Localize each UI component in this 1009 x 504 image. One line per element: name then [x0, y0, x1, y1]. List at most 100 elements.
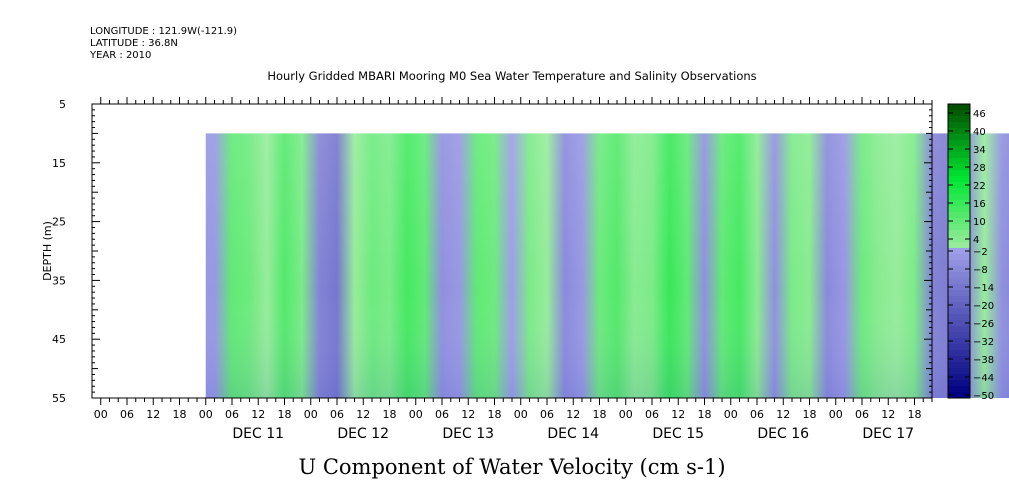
- x-hour-label: 18: [173, 408, 187, 421]
- x-hour-label: 00: [199, 408, 213, 421]
- x-hour-label: 12: [146, 408, 160, 421]
- x-hour-label: 12: [881, 408, 895, 421]
- x-day-label: DEC 17: [862, 426, 914, 442]
- colorbar-swatch: [948, 146, 970, 153]
- colorbar-swatch: [948, 254, 970, 261]
- colorbar-swatch: [948, 290, 970, 297]
- colorbar-swatch: [948, 230, 970, 237]
- colorbar-swatch: [948, 104, 970, 111]
- x-hour-label: 06: [750, 408, 764, 421]
- colorbar-label: −50: [973, 391, 994, 402]
- x-hour-label: 12: [461, 408, 475, 421]
- x-hour-label: 06: [855, 408, 869, 421]
- x-hour-label: 18: [698, 408, 712, 421]
- colorbar-swatch: [948, 338, 970, 345]
- colorbar-swatch: [948, 236, 970, 243]
- colorbar-swatch: [948, 374, 970, 381]
- colorbar-label: −32: [973, 337, 994, 348]
- colorbar-swatch: [948, 110, 970, 117]
- colorbar-swatch: [948, 158, 970, 165]
- colorbar-swatch: [948, 164, 970, 171]
- colorbar-swatch: [948, 308, 970, 315]
- x-day-label: DEC 11: [232, 426, 284, 442]
- colorbar-swatch: [948, 320, 970, 327]
- colorbar-label: 46: [973, 109, 986, 120]
- colorbar-swatch: [948, 176, 970, 183]
- colorbar-label: 28: [973, 163, 986, 174]
- y-axis-title: DEPTH (m): [41, 221, 54, 281]
- x-hour-label: 00: [304, 408, 318, 421]
- x-hour-label: 12: [671, 408, 685, 421]
- colorbar-swatch: [948, 200, 970, 207]
- colorbar-swatch: [948, 302, 970, 309]
- x-hour-label: 18: [278, 408, 292, 421]
- x-hour-label: 00: [619, 408, 633, 421]
- colorbar-swatch: [948, 206, 970, 213]
- year-label: YEAR : 2010: [90, 50, 152, 61]
- longitude-label: LONGITUDE : 121.9W(-121.9): [90, 26, 237, 37]
- colorbar: 46 40 34 28 22 16 10 4−2 −8 −14 −20 −26 −32 −38 −44 −50: [947, 103, 994, 402]
- colorbar-swatch: [948, 134, 970, 141]
- colorbar-swatch: [948, 212, 970, 219]
- x-hour-label: 18: [383, 408, 397, 421]
- colorbar-swatch: [948, 260, 970, 267]
- colorbar-swatch: [948, 386, 970, 393]
- colorbar-swatch: [948, 362, 970, 369]
- colorbar-label: −14: [973, 283, 994, 294]
- x-day-label: DEC 16: [757, 426, 809, 442]
- colorbar-swatch: [948, 152, 970, 159]
- colorbar-swatch: [948, 188, 970, 195]
- colorbar-label: 16: [973, 199, 986, 210]
- colorbar-swatch: [948, 314, 970, 321]
- x-hour-label: 18: [488, 408, 502, 421]
- colorbar-swatch: [948, 224, 970, 231]
- colorbar-label: 4: [973, 235, 979, 246]
- colorbar-swatch: [948, 116, 970, 123]
- y-tick-label: 35: [52, 274, 66, 287]
- plot-layer: [205, 133, 1009, 398]
- colorbar-swatch: [948, 380, 970, 387]
- colorbar-label: 22: [973, 181, 986, 192]
- x-hour-label: 12: [356, 408, 370, 421]
- colorbar-swatch: [948, 326, 970, 333]
- x-day-label: DEC 15: [652, 426, 704, 442]
- heatmap-depth-shading: [205, 133, 1009, 398]
- x-day-label: DEC 14: [547, 426, 599, 442]
- colorbar-label: 10: [973, 217, 986, 228]
- x-hour-label: 06: [330, 408, 344, 421]
- x-hour-label: 00: [829, 408, 843, 421]
- x-hour-label: 06: [645, 408, 659, 421]
- y-tick-label: 25: [52, 216, 66, 229]
- x-axis-title: U Component of Water Velocity (cm s-1): [298, 455, 726, 479]
- colorbar-swatch: [948, 140, 970, 147]
- x-hour-label: 00: [409, 408, 423, 421]
- colorbar-swatch: [948, 296, 970, 303]
- colorbar-swatch: [948, 284, 970, 291]
- x-day-label: DEC 12: [337, 426, 389, 442]
- axis-layer: 5 15 25 35 45 55 DEPTH (m) 00 06 12 18 00 06 12 18 00 06…: [41, 97, 933, 442]
- y-tick-label: 55: [52, 392, 66, 405]
- x-hour-label: 00: [724, 408, 738, 421]
- colorbar-swatch: [948, 356, 970, 363]
- colorbar-label: −20: [973, 301, 994, 312]
- colorbar-label: −2: [973, 247, 988, 258]
- colorbar-swatch: [948, 368, 970, 375]
- colorbar-swatch: [948, 350, 970, 357]
- colorbar-swatch: [948, 266, 970, 273]
- x-hour-label: 18: [593, 408, 607, 421]
- colorbar-label: −44: [973, 373, 994, 384]
- x-hour-label: 06: [120, 408, 134, 421]
- colorbar-swatch: [948, 182, 970, 189]
- chart-title: Hourly Gridded MBARI Mooring M0 Sea Wate…: [267, 69, 757, 83]
- x-hour-label: 12: [251, 408, 265, 421]
- y-tick-label: 45: [52, 333, 66, 346]
- colorbar-swatch: [948, 344, 970, 351]
- latitude-label: LATITUDE : 36.8N: [90, 38, 178, 49]
- colorbar-label: 40: [973, 127, 986, 138]
- colorbar-swatch: [948, 392, 970, 399]
- colorbar-swatch: [948, 122, 970, 129]
- y-tick-label: 5: [59, 98, 66, 111]
- x-hour-label: 12: [776, 408, 790, 421]
- x-hour-label: 00: [94, 408, 108, 421]
